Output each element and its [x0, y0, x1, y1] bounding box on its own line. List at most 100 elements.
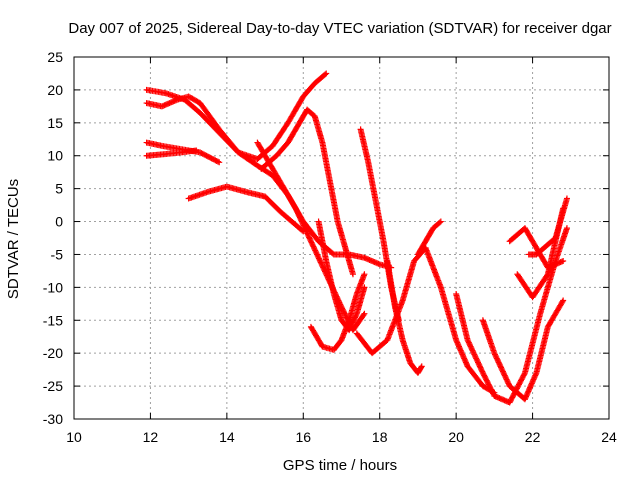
- data-point: [476, 363, 483, 370]
- y-axis-label: SDTVAR / TECUs: [5, 179, 22, 299]
- data-point: [314, 252, 321, 259]
- data-point: [361, 284, 368, 291]
- data-point: [294, 209, 301, 216]
- data-point: [360, 311, 367, 318]
- data-point: [472, 354, 479, 361]
- data-point: [477, 364, 484, 371]
- data-point: [303, 229, 310, 236]
- data-point: [493, 354, 500, 361]
- axis-ticks: 10 12 14 16 18 20 22 24 -30 -25 -20 -15 -10 -5 0 5 10 15 2…: [43, 49, 617, 445]
- data-point: [349, 271, 356, 278]
- data-point: [216, 159, 223, 166]
- data-point: [293, 206, 300, 213]
- data-point: [559, 298, 566, 305]
- data-point: [293, 208, 300, 215]
- data-point: [304, 230, 311, 237]
- data-point: [473, 356, 480, 363]
- y-tick-label: -30: [43, 411, 63, 427]
- data-point: [503, 376, 510, 383]
- plot-frame: [73, 56, 610, 420]
- chart-title: Day 007 of 2025, Sidereal Day-to-day VTE…: [68, 20, 611, 37]
- data-point: [295, 210, 302, 217]
- data-point: [418, 363, 425, 370]
- data-point: [308, 239, 315, 246]
- x-tick-label: 16: [295, 429, 311, 445]
- data-point: [296, 213, 303, 220]
- x-tick-label: 10: [66, 429, 82, 445]
- data-point: [309, 240, 316, 247]
- data-point: [469, 347, 476, 354]
- series-track-4: [143, 147, 200, 159]
- data-point: [361, 310, 368, 317]
- plot-marks: [143, 70, 570, 406]
- data-point: [505, 380, 512, 387]
- data-point: [501, 371, 508, 378]
- data-point: [298, 218, 305, 225]
- data-point: [560, 258, 567, 265]
- data-point: [302, 226, 309, 233]
- x-axis-label: GPS time / hours: [283, 457, 397, 474]
- data-point: [498, 365, 505, 372]
- data-point: [471, 351, 478, 358]
- data-point: [418, 364, 425, 371]
- series-track-5: [185, 183, 307, 235]
- data-point: [304, 231, 311, 238]
- data-point: [563, 225, 570, 232]
- y-tick-label: -20: [43, 345, 63, 361]
- data-point: [499, 368, 506, 375]
- series-track-12: [384, 258, 425, 376]
- series-track-7: [258, 106, 356, 278]
- data-point: [310, 244, 317, 251]
- data-point: [468, 346, 475, 353]
- data-point: [495, 359, 502, 366]
- data-point: [471, 352, 478, 359]
- data-point: [318, 260, 325, 267]
- data-point: [544, 272, 551, 279]
- data-point: [321, 267, 328, 274]
- x-tick-label: 20: [448, 429, 464, 445]
- data-point: [436, 219, 443, 226]
- data-point: [467, 343, 474, 350]
- data-point: [497, 363, 504, 370]
- data-point: [301, 223, 308, 230]
- data-point: [478, 367, 485, 374]
- data-point: [306, 235, 313, 242]
- data-point: [470, 348, 477, 355]
- data-point: [315, 254, 322, 261]
- series-track-9: [315, 218, 368, 334]
- data-point: [316, 256, 323, 263]
- data-point: [312, 248, 319, 255]
- data-point: [361, 271, 368, 278]
- data-point: [315, 255, 322, 262]
- data-point: [318, 261, 325, 268]
- data-point: [322, 71, 329, 78]
- series-track-13: [414, 218, 444, 258]
- data-point: [496, 360, 503, 367]
- data-point: [498, 364, 505, 371]
- y-tick-label: -15: [43, 312, 63, 328]
- data-point: [467, 342, 474, 349]
- data-point: [299, 221, 306, 228]
- x-tick-label: 12: [143, 429, 159, 445]
- data-point: [504, 379, 511, 386]
- data-point: [495, 358, 502, 365]
- data-point: [492, 352, 499, 359]
- data-point: [323, 70, 330, 77]
- series-track-11: [353, 244, 498, 396]
- data-point: [307, 238, 314, 245]
- data-point: [491, 351, 498, 358]
- data-point: [470, 350, 477, 357]
- y-tick-label: 15: [47, 115, 63, 131]
- data-point: [292, 205, 299, 212]
- data-point: [478, 365, 485, 372]
- data-point: [314, 251, 321, 258]
- data-point: [295, 211, 302, 218]
- data-point: [306, 234, 313, 241]
- y-tick-label: 25: [47, 49, 63, 65]
- data-point: [496, 362, 503, 369]
- data-point: [301, 225, 308, 232]
- data-point: [317, 259, 324, 266]
- y-tick-label: 10: [47, 148, 63, 164]
- data-point: [493, 355, 500, 362]
